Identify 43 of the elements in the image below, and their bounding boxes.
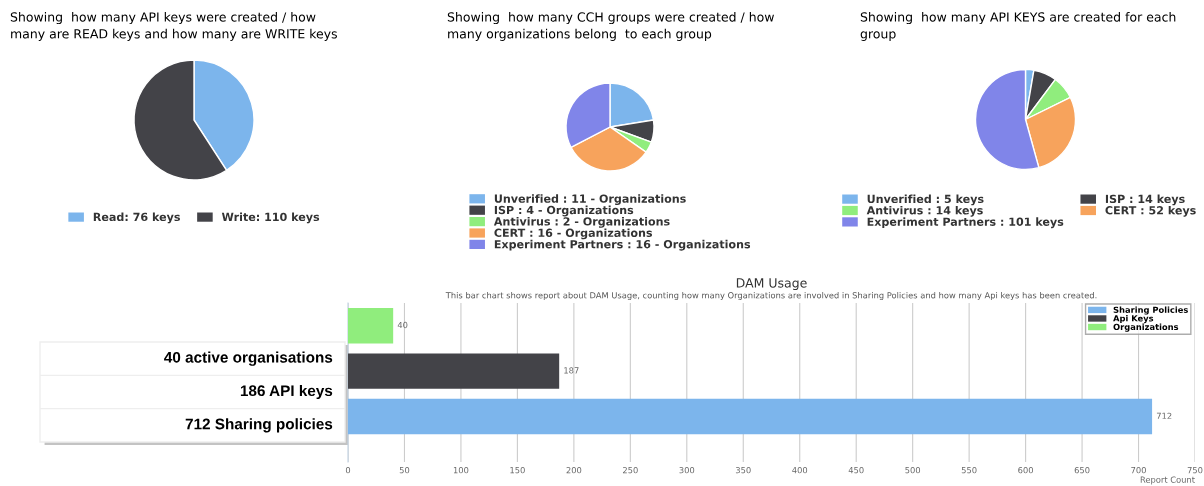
x-tick-label: 550 [961,467,977,474]
data-label: 187 [564,367,579,374]
legend-label: ISP : 14 keys [1105,194,1185,206]
x-tick-label: 100 [453,467,469,474]
x-tick-label: 300 [679,467,695,474]
chart-title: DAM Usage [736,278,807,291]
x-tick-label: 700 [1131,467,1146,474]
legend-label: Sharing Policies [1113,306,1188,315]
legend-label: Experiment Partners : 16 - Organizations [494,239,751,251]
legend-label: Api Keys [1113,315,1154,324]
chart-title: Showing how many API keys were created / how many are READ keys and how many are WRITE keys [10,12,337,41]
legend-label: Antivirus : 2 - Organizations [493,217,670,228]
x-tick-label: 600 [1018,467,1033,474]
chart-subtitle: This bar chart shows report about DAM Usage, counting how many Organizations are involved in Sharing Policies and how many Api keys has been created. [445,291,1097,301]
text: 40 active organisations [164,351,333,366]
legend-label: ISP : 4 - Organizations [494,205,634,217]
x-tick-label: 500 [905,467,921,474]
x-tick-label: 750 [1187,467,1203,474]
text: 712 Sharing policies [185,418,333,433]
x-tick-label: 650 [1074,467,1090,474]
legend-label: CERT : 52 keys [1105,205,1196,217]
chart-title: Showing how many API KEYS are created for each group [860,12,1176,41]
x-tick-label: 350 [735,467,751,474]
x-tick-label: 400 [792,467,808,474]
legend-label: Read: 76 keys [93,212,180,224]
legend-label: CERT : 16 - Organizations [494,228,653,240]
legend-label: Antivirus : 14 keys [866,205,983,217]
x-tick-label: 450 [848,467,864,474]
legend-label: Write: 110 keys [221,212,320,224]
x-tick-label: 200 [566,467,582,474]
legend-label: Unverified : 11 - Organizations [494,194,686,206]
legend-label: Unverified : 5 keys [867,194,984,206]
chart-title: Showing how many CCH groups were created / how many organizations belong to each group [447,12,774,41]
legend-label: Experiment Partners : 101 keys [867,217,1064,229]
x-tick-label: 250 [622,467,638,474]
x-tick-label: 50 [399,467,410,474]
x-axis-title: Report Count [1140,476,1195,485]
legend-label: Organizations [1113,323,1179,332]
x-tick-label: 0 [345,467,351,474]
data-label: 712 [1156,412,1172,419]
text: 186 API keys [240,384,333,400]
x-tick-label: 150 [510,467,525,474]
data-label: 40 [397,321,408,329]
